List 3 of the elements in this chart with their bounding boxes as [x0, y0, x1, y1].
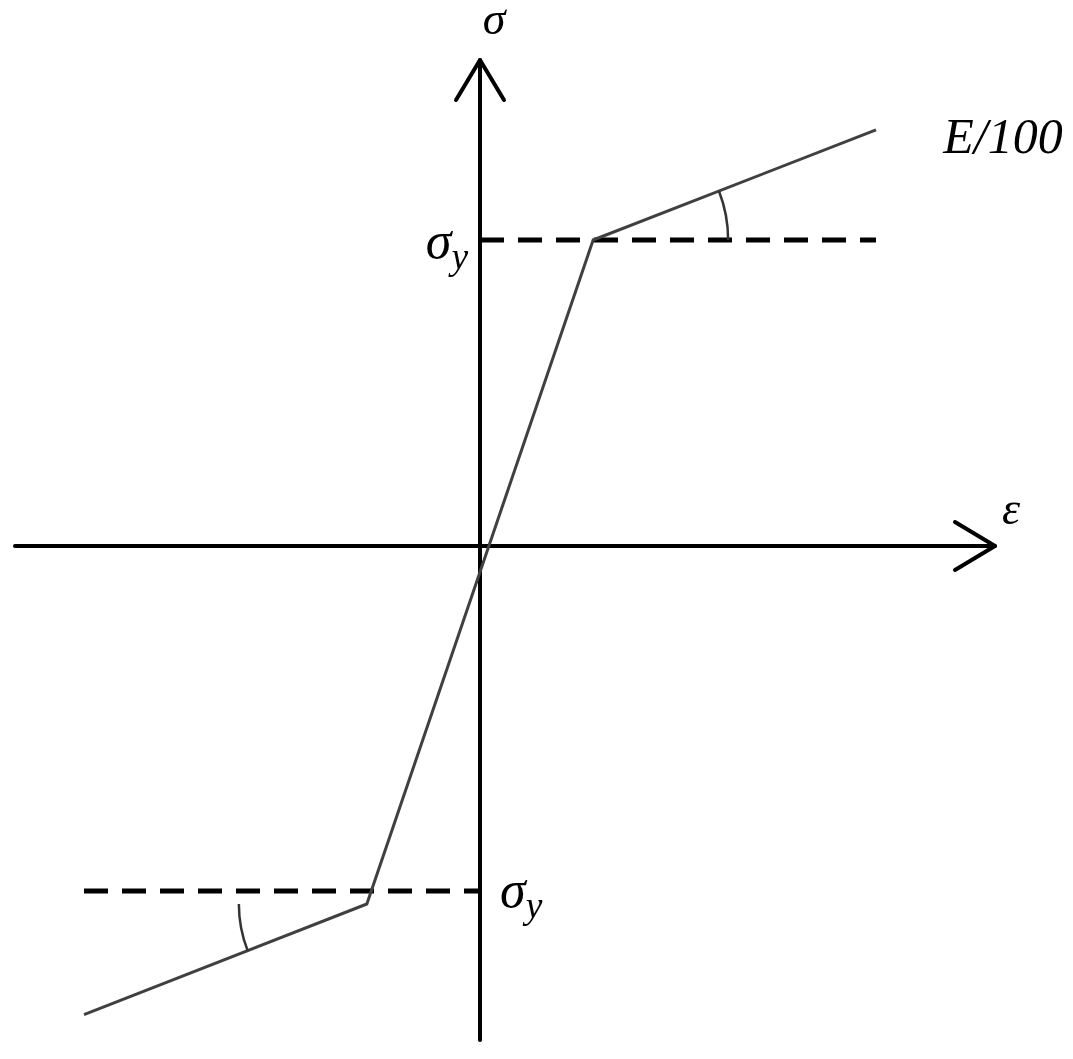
x-axis-title: ε	[1001, 483, 1021, 535]
y-axis-title: σ	[482, 0, 508, 45]
text: E/100	[942, 108, 1063, 165]
